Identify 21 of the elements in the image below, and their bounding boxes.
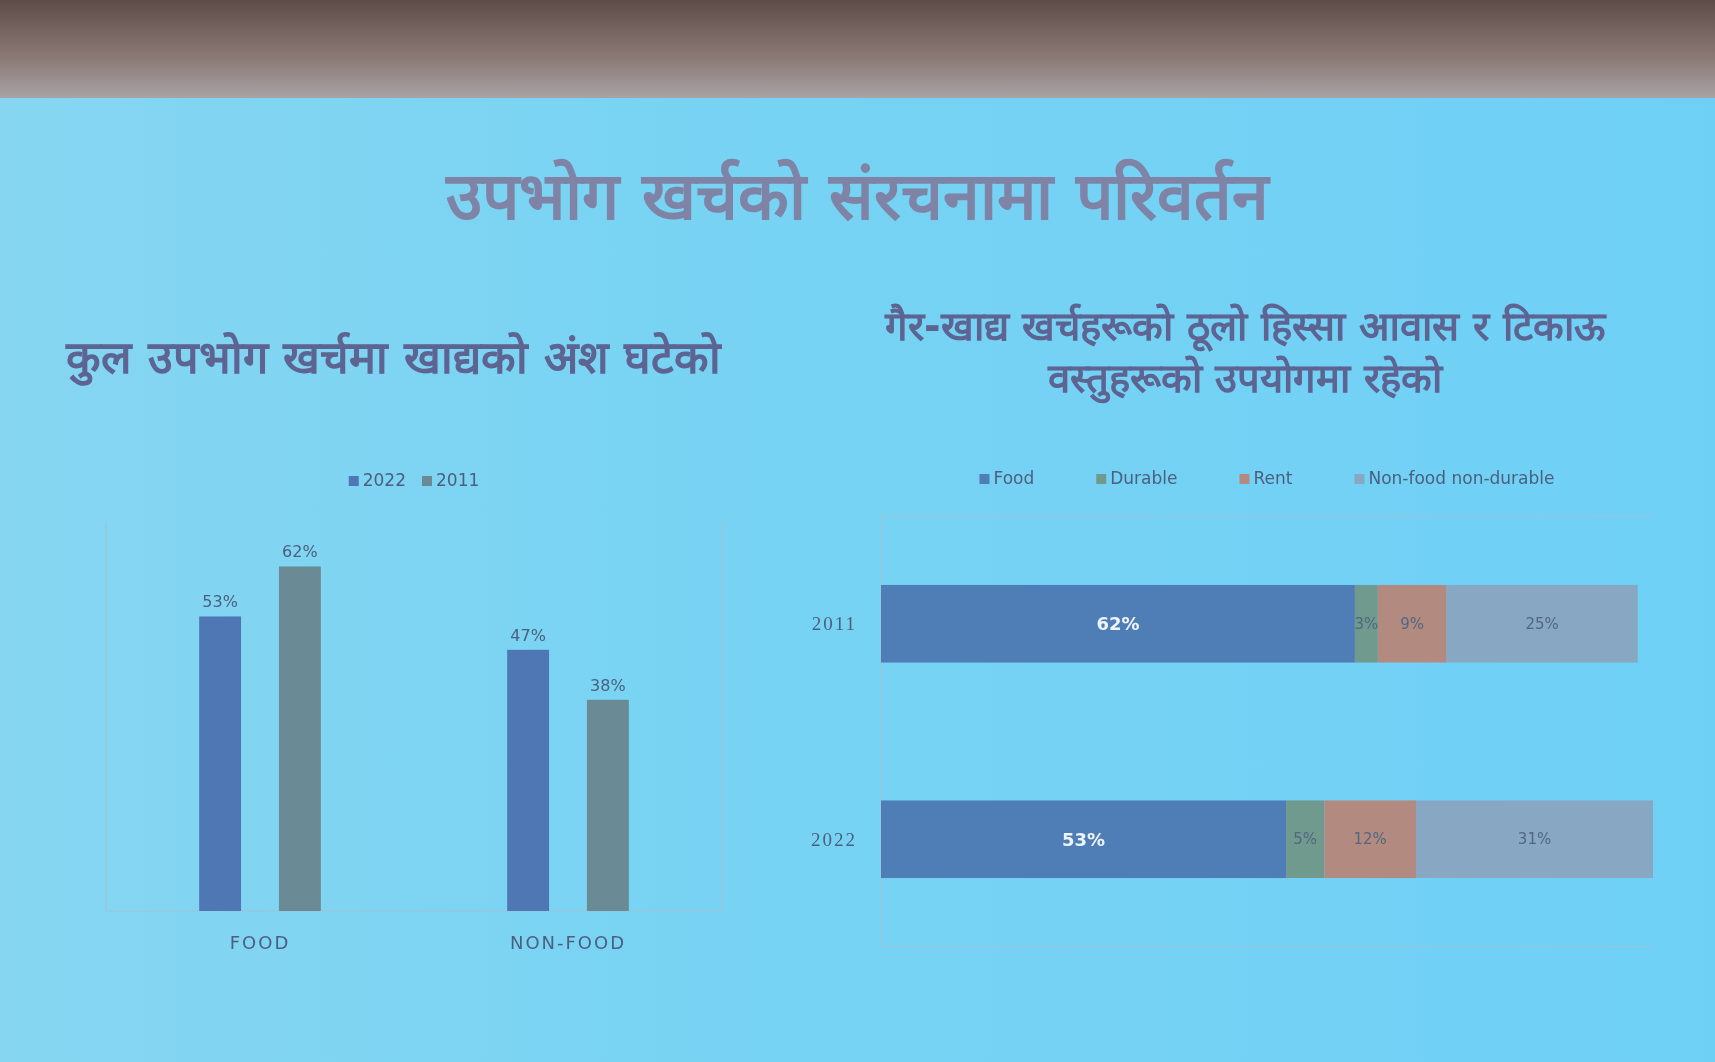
data-label: 53%	[202, 592, 238, 612]
data-label: 62%	[1096, 613, 1140, 635]
chart-title: गैर-खाद्य खर्चहरूको ठूलो हिस्सा आवास र टिकाऊ वस्तुहरूको उपयोगमा रहेको	[883, 302, 1608, 404]
text: उपभोग खर्चको संरचनामा परिवर्तन	[444, 157, 1272, 237]
data-label: 9%	[1400, 614, 1425, 633]
x-tick-label: NON-FOOD	[509, 932, 627, 953]
data-label: 25%	[1525, 614, 1559, 633]
data-label: 38%	[590, 675, 626, 695]
data-label: 47%	[510, 625, 546, 645]
legend-label: Food	[993, 468, 1035, 488]
legend-label: 2022	[362, 470, 406, 490]
legend-label: Non-food non-durable	[1368, 468, 1555, 488]
data-label: 12%	[1353, 830, 1387, 849]
data-label: 31%	[1517, 830, 1552, 849]
data-label: 62%	[282, 542, 318, 562]
x-tick-label: FOOD	[229, 932, 291, 953]
chart-title: कुल उपभोग खर्चमा खाद्यको अंश घटेको	[66, 331, 723, 385]
legend-label: Durable	[1110, 468, 1178, 488]
legend-label: Rent	[1253, 468, 1293, 488]
data-label: 53%	[1062, 828, 1106, 850]
legend-label: 2011	[436, 470, 480, 490]
